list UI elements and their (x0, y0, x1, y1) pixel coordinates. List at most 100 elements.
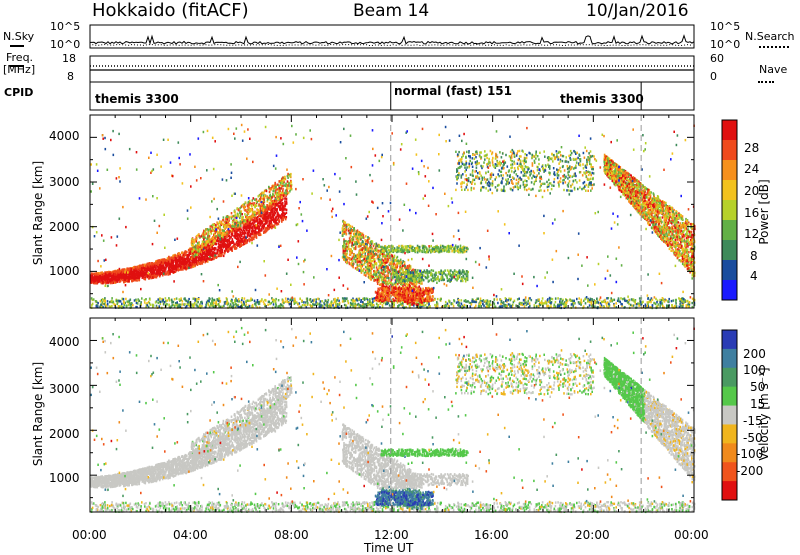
power-cell (219, 247, 221, 249)
power-cell (271, 196, 273, 198)
power-cell (150, 304, 152, 306)
power-cell (242, 304, 244, 306)
power-cell (159, 260, 161, 262)
power-cell (244, 213, 246, 215)
power-cell (369, 300, 371, 302)
power-cell (687, 300, 689, 302)
power-cell (254, 220, 256, 222)
power-cell (193, 266, 195, 268)
power-cell (248, 203, 250, 205)
power-cell (181, 259, 183, 261)
power-cell (142, 274, 144, 276)
power-cell (139, 300, 141, 302)
power-cell (150, 266, 152, 268)
power-cell (210, 238, 212, 240)
power-cell (265, 229, 267, 231)
power-cell (211, 300, 213, 302)
power-cell (236, 304, 238, 306)
power-cell (331, 304, 333, 306)
power-cell (195, 264, 197, 266)
power-cell (232, 221, 234, 223)
power-cell (260, 215, 262, 217)
power-cell (655, 298, 657, 300)
power-cell (172, 271, 174, 273)
power-cell (510, 305, 512, 307)
power-cell (163, 303, 165, 305)
power-cell (179, 264, 181, 266)
power-cell (304, 304, 306, 306)
power-cell (278, 305, 280, 307)
power-cell (226, 222, 228, 224)
power-cell (167, 273, 169, 275)
power-cell (130, 299, 132, 301)
power-cell (591, 302, 593, 304)
power-cell (224, 239, 226, 241)
power-cell (283, 179, 285, 181)
power-cell (277, 212, 279, 214)
power-cell (365, 271, 367, 273)
power-cell (256, 227, 258, 229)
power-cell (285, 189, 287, 191)
power-cell (332, 304, 334, 306)
power-cell (269, 191, 271, 193)
power-cell (160, 301, 162, 303)
power-cell (494, 303, 496, 305)
power-cell (174, 255, 176, 257)
power-cell (557, 305, 559, 307)
power-cell (282, 207, 284, 209)
power-cell (453, 299, 455, 301)
power-cell (169, 299, 171, 301)
power-cell (239, 231, 241, 233)
power-cell (251, 305, 253, 307)
power-cell (251, 204, 253, 206)
power-cell (461, 303, 463, 305)
power-cell (239, 246, 241, 248)
power-cell (362, 301, 364, 303)
power-cell (185, 267, 187, 269)
power-cell (151, 276, 153, 278)
power-cell (169, 260, 171, 262)
power-cell (631, 298, 633, 300)
power-cell (500, 305, 502, 307)
power-cell (122, 279, 124, 281)
power-cell (136, 279, 138, 281)
power-cell (240, 240, 242, 242)
power-cell (221, 223, 223, 225)
power-cell (287, 301, 289, 303)
power-cell (603, 301, 605, 303)
power-cell (97, 274, 99, 276)
power-cell (178, 304, 180, 306)
power-cell (92, 303, 94, 305)
power-cell (193, 261, 195, 263)
power-cell (185, 259, 187, 261)
power-cell (268, 186, 270, 188)
power-cell (97, 302, 99, 304)
power-cell (667, 300, 669, 302)
power-cell (229, 244, 231, 246)
power-cell (465, 299, 467, 301)
power-cell (253, 197, 255, 199)
power-cell (529, 302, 531, 304)
power-cell (126, 305, 128, 307)
power-cell (130, 268, 132, 270)
power-cell (244, 208, 246, 210)
power-cell (187, 261, 189, 263)
power-cell (144, 278, 146, 280)
power-cell (266, 221, 268, 223)
power-cell (606, 305, 608, 307)
power-cell (505, 305, 507, 307)
power-cell (265, 231, 267, 233)
power-cell (275, 186, 277, 188)
power-cell (144, 269, 146, 271)
power-cell (237, 228, 239, 230)
power-cell (409, 304, 411, 306)
power-cell (555, 301, 557, 303)
power-cell (282, 190, 284, 192)
power-cell (167, 263, 169, 265)
power-cell (350, 302, 352, 304)
power-cell (111, 297, 113, 299)
power-cell (521, 302, 523, 304)
power-cell (255, 229, 257, 231)
power-cell (402, 304, 404, 306)
power-cell (666, 304, 668, 306)
